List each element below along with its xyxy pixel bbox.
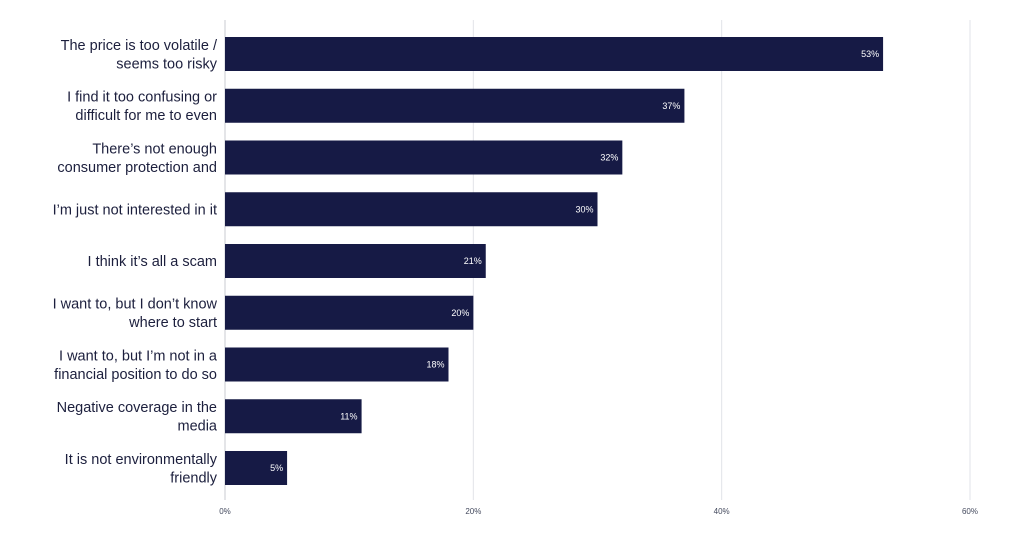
bar-value-label: 32%	[600, 153, 618, 163]
bar	[225, 37, 884, 71]
bar-value-label: 30%	[575, 204, 593, 214]
bar-value-label: 5%	[270, 463, 283, 473]
bar-value-label: 20%	[451, 308, 469, 318]
bar	[225, 347, 449, 382]
category-label: The price is too volatile / seems too ris…	[61, 38, 218, 73]
bar-value-label: 11%	[340, 411, 357, 421]
category-label: I’m just not interested in it	[53, 202, 217, 218]
category-label: I want to, but I’m not in a financial pos…	[54, 348, 218, 383]
bar-value-label: 21%	[464, 256, 482, 266]
bar-value-label: 18%	[426, 360, 444, 370]
bar	[225, 140, 623, 175]
category-label: There’s not enough consumer protection an…	[57, 141, 217, 176]
category-label: I think it’s all a scam	[88, 254, 217, 270]
bar-value-label: 53%	[861, 49, 879, 59]
bar	[225, 244, 486, 278]
x-tick-label: 60%	[962, 507, 978, 516]
bars: 53% 37% 32% 30% 21% 20% 18% 11% 5%	[225, 37, 884, 485]
x-tick-label: 40%	[714, 507, 730, 516]
category-label: It is not environmentally friendly	[65, 452, 218, 487]
category-label: I find it too confusing or difficult for …	[67, 90, 217, 125]
bar	[225, 192, 598, 227]
x-tick-label: 20%	[465, 507, 481, 516]
bar	[225, 399, 362, 434]
category-label: Negative coverage in the media	[57, 400, 218, 435]
bar	[225, 88, 685, 123]
category-label: I want to, but I don’t know where to star…	[53, 297, 218, 332]
x-tick-label: 0%	[219, 507, 231, 516]
bar	[225, 451, 288, 485]
category-labels: The price is too volatile / seems too ris…	[53, 38, 218, 487]
x-axis-tick-labels: 0% 20% 40% 60%	[219, 507, 978, 516]
bar-value-label: 37%	[662, 101, 680, 111]
bar	[225, 295, 474, 330]
